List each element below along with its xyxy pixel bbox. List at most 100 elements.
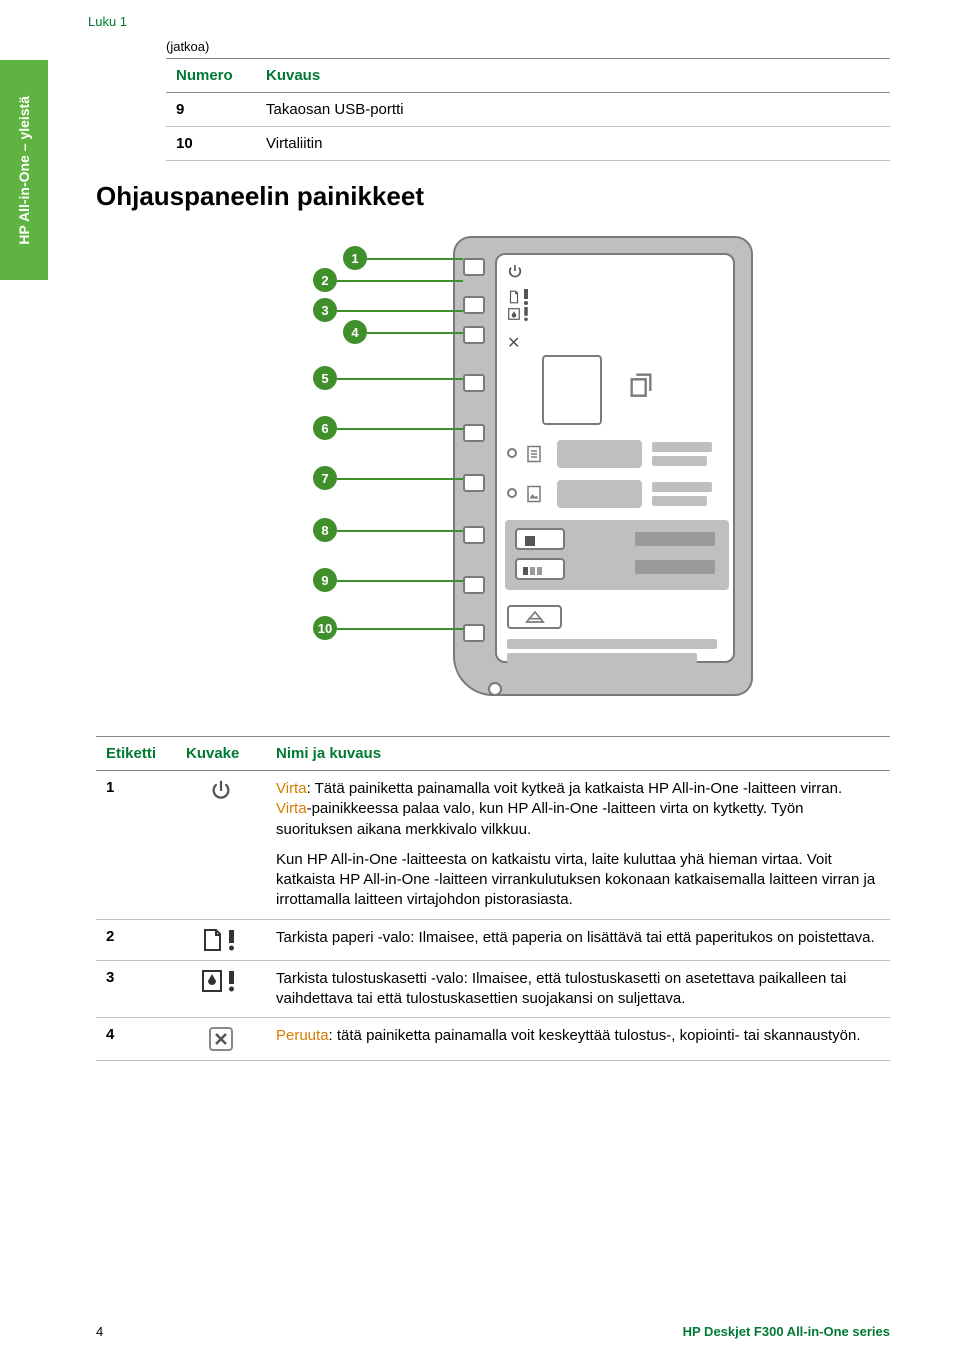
panel-button	[463, 576, 485, 594]
paper-icon	[507, 289, 521, 305]
desc-para: Kun HP All-in-One -laitteesta on katkais…	[276, 850, 880, 911]
alert-icon	[523, 307, 529, 321]
white-btn	[515, 528, 565, 550]
dot	[525, 536, 535, 546]
callout-line	[367, 332, 463, 334]
callout-badge: 5	[313, 366, 337, 390]
cell-label: 1	[96, 771, 176, 920]
stripe	[507, 639, 717, 649]
panel-button	[463, 624, 485, 642]
callout-badge: 10	[313, 616, 337, 640]
cancel-glyph: ✕	[507, 333, 520, 353]
gray-box	[557, 440, 642, 468]
stripe	[652, 456, 707, 466]
side-tab: HP All-in-One – yleistä	[0, 60, 48, 280]
gray-box	[557, 480, 642, 508]
seg	[523, 567, 528, 575]
panel-body: ✕	[453, 236, 753, 696]
page-number: 4	[96, 1324, 103, 1339]
cell-desc: Tarkista paperi -valo: Ilmaisee, että pa…	[266, 919, 890, 960]
term: Virta	[276, 800, 307, 817]
stripe	[635, 532, 715, 546]
panel-button	[463, 296, 485, 314]
panel-button	[463, 526, 485, 544]
callout-badge: 6	[313, 416, 337, 440]
callout-line	[337, 628, 463, 630]
callout-line	[337, 310, 463, 312]
ink-icon	[507, 307, 521, 321]
panel-button	[463, 258, 485, 276]
cell-label: 3	[96, 960, 176, 1018]
page-content: Luku 1 (jatkoa) Numero Kuvaus 9 Takaosan…	[96, 0, 890, 1061]
desc-para: Peruuta: tätä painiketta painamalla voit…	[276, 1026, 880, 1046]
stripe	[507, 653, 697, 663]
table-row: 10 Virtaliitin	[166, 127, 890, 161]
alert-icon	[523, 289, 529, 305]
table-row: 4 Peruuta: tätä painiketta painamalla voi…	[96, 1018, 890, 1061]
cell-icon	[176, 919, 266, 960]
led-icon	[507, 448, 517, 458]
label-table: Etiketti Kuvake Nimi ja kuvaus 1Virta: T…	[96, 736, 890, 1061]
scan-btn	[507, 605, 562, 629]
cell-icon	[176, 771, 266, 920]
th-nimi: Nimi ja kuvaus	[266, 737, 890, 771]
callout-badge: 2	[313, 268, 337, 292]
cell-desc: Peruuta: tätä painiketta painamalla voit…	[266, 1018, 890, 1061]
th-kuvaus: Kuvaus	[256, 59, 890, 93]
callout-line	[367, 258, 463, 260]
gray-block	[505, 520, 729, 590]
cell-num: 10	[166, 127, 256, 161]
led-icon	[507, 488, 517, 498]
panel-button	[463, 326, 485, 344]
callout-badge: 3	[313, 298, 337, 322]
product-name: HP Deskjet F300 All-in-One series	[683, 1324, 890, 1339]
term: Peruuta	[276, 1027, 329, 1044]
callout-line	[337, 280, 463, 282]
callout-badge: 7	[313, 466, 337, 490]
cell-desc: Takaosan USB-portti	[256, 93, 890, 127]
section-heading: Ohjauspaneelin painikkeet	[96, 181, 890, 212]
panel-screen: ✕	[495, 253, 735, 663]
continuation-label: (jatkoa)	[166, 39, 890, 54]
panel-led	[488, 682, 502, 696]
control-panel-diagram: ✕	[233, 236, 753, 706]
seg	[530, 567, 535, 575]
callout-badge: 1	[343, 246, 367, 270]
callout-badge: 9	[313, 568, 337, 592]
stripe	[635, 560, 715, 574]
desc-para: Tarkista paperi -valo: Ilmaisee, että pa…	[276, 928, 880, 948]
cell-desc: Tarkista tulostuskasetti -valo: Ilmaisee…	[266, 960, 890, 1018]
diagram-wrap: ✕	[96, 236, 890, 706]
chapter-label: Luku 1	[88, 14, 890, 29]
cell-desc: Virtaliitin	[256, 127, 890, 161]
table-row: 2 Tarkista paperi -valo: Ilmaisee, että p…	[96, 919, 890, 960]
copies-icon	[627, 370, 655, 398]
term: Virta	[276, 780, 307, 797]
cell-label: 2	[96, 919, 176, 960]
panel-button	[463, 424, 485, 442]
callout-badge: 4	[343, 320, 367, 344]
seg	[537, 567, 542, 575]
page-footer: 4 HP Deskjet F300 All-in-One series	[96, 1324, 890, 1339]
cell-icon	[176, 1018, 266, 1061]
callout-line	[337, 530, 463, 532]
callout-line	[337, 478, 463, 480]
callout-badge: 8	[313, 518, 337, 542]
callout-line	[337, 428, 463, 430]
table-row: 3 Tarkista tulostuskasetti -valo: Ilmaise…	[96, 960, 890, 1018]
power-icon	[507, 263, 523, 279]
white-btn	[515, 558, 565, 580]
cell-desc: Virta: Tätä painiketta painamalla voit k…	[266, 771, 890, 920]
callout-line	[337, 378, 463, 380]
desc-para: Virta: Tätä painiketta painamalla voit k…	[276, 779, 880, 840]
stripe	[652, 496, 707, 506]
callout-line	[337, 580, 463, 582]
doc-icon	[525, 444, 543, 464]
panel-button	[463, 474, 485, 492]
th-numero: Numero	[166, 59, 256, 93]
panel-button	[463, 374, 485, 392]
cell-label: 4	[96, 1018, 176, 1061]
th-etiketti: Etiketti	[96, 737, 176, 771]
stripe	[652, 442, 712, 452]
photo-icon	[525, 484, 543, 504]
